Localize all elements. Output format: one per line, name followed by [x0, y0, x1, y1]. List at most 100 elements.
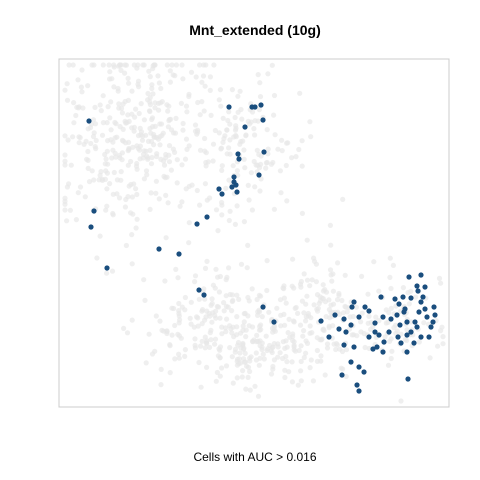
- background-cell-point: [310, 378, 316, 384]
- highlighted-cell-point: [374, 344, 380, 350]
- background-cell-point: [166, 116, 173, 123]
- background-cell-point: [210, 158, 216, 164]
- background-cell-point: [435, 343, 441, 349]
- background-cell-point: [249, 286, 255, 292]
- background-cell-point: [184, 146, 190, 152]
- background-cell-point: [212, 336, 219, 342]
- background-cell-point: [129, 88, 135, 94]
- background-cell-point: [64, 218, 70, 224]
- background-cell-point: [147, 102, 153, 108]
- background-cell-point: [283, 162, 289, 169]
- background-cell-point: [153, 178, 159, 184]
- background-cell-point: [219, 212, 225, 218]
- background-cell-point: [128, 158, 134, 165]
- background-cell-point: [145, 156, 151, 162]
- background-cell-point: [339, 297, 345, 304]
- background-cell-point: [196, 359, 202, 366]
- background-cell-point: [320, 282, 326, 288]
- background-cell-point: [116, 101, 122, 107]
- background-cell-point: [281, 295, 287, 301]
- background-cell-point: [173, 115, 179, 121]
- background-cell-point: [106, 62, 112, 68]
- background-cell-point: [330, 301, 337, 307]
- background-cell-point: [257, 80, 263, 86]
- background-cell-point: [293, 304, 299, 311]
- background-cell-point: [303, 301, 309, 307]
- background-cell-point: [122, 204, 128, 210]
- background-cell-point: [216, 130, 222, 136]
- background-cell-point: [237, 88, 243, 94]
- highlighted-cell-point: [318, 318, 324, 324]
- background-cell-point: [284, 140, 290, 146]
- background-cell-point: [271, 206, 277, 212]
- background-cell-point: [245, 242, 251, 248]
- background-cell-point: [183, 186, 189, 192]
- background-cell-point: [257, 188, 263, 194]
- background-cell-point: [125, 75, 131, 81]
- background-cell-point: [278, 323, 284, 329]
- background-cell-point: [242, 350, 248, 356]
- background-cell-point: [258, 161, 264, 167]
- background-cell-point: [202, 83, 208, 89]
- background-cell-point: [200, 307, 206, 313]
- background-cell-point: [304, 293, 310, 299]
- background-cell-point: [189, 182, 195, 188]
- background-cell-point: [182, 294, 188, 301]
- background-cell-point: [215, 228, 221, 234]
- background-cell-point: [200, 73, 207, 79]
- background-cell-point: [235, 93, 241, 99]
- background-cell-point: [186, 93, 192, 100]
- background-cell-point: [176, 300, 182, 307]
- background-cell-point: [208, 337, 214, 343]
- highlighted-cell-point: [201, 292, 207, 298]
- background-cell-point: [64, 97, 71, 103]
- background-cell-point: [219, 331, 225, 337]
- highlighted-cell-point: [234, 189, 240, 195]
- background-cell-point: [264, 127, 270, 133]
- background-cell-point: [270, 363, 276, 370]
- background-cell-point: [177, 203, 183, 209]
- background-cell-point: [272, 132, 278, 138]
- highlighted-cell-point: [356, 388, 362, 394]
- background-cell-point: [192, 279, 198, 285]
- background-cell-point: [98, 108, 104, 114]
- background-cell-point: [169, 62, 175, 68]
- background-cell-point: [133, 163, 140, 169]
- background-cell-point: [301, 271, 307, 277]
- background-cell-point: [248, 170, 254, 176]
- background-cell-point: [114, 191, 120, 197]
- background-cell-point: [111, 169, 117, 176]
- highlighted-cell-point: [401, 309, 407, 315]
- background-cell-point: [343, 347, 350, 353]
- highlighted-cell-point: [432, 312, 438, 318]
- highlighted-cell-point: [424, 314, 430, 320]
- background-cell-point: [152, 123, 158, 129]
- background-cell-point: [259, 344, 265, 350]
- background-cell-point: [179, 62, 185, 68]
- background-cell-point: [315, 308, 321, 314]
- background-cell-point: [291, 285, 297, 291]
- background-cell-point: [227, 208, 233, 214]
- background-cell-point: [131, 181, 137, 187]
- background-cell-point: [141, 117, 147, 123]
- background-cell-point: [260, 351, 266, 357]
- background-cell-point: [307, 283, 313, 289]
- background-cell-point: [133, 106, 139, 112]
- background-cell-point: [157, 318, 163, 324]
- background-cell-point: [146, 68, 152, 74]
- background-cell-point: [266, 309, 272, 315]
- background-cell-point: [249, 207, 255, 213]
- background-cell-point: [292, 348, 299, 354]
- background-cell-point: [319, 336, 325, 342]
- background-cell-point: [178, 100, 184, 106]
- background-cell-point: [75, 190, 81, 196]
- background-cell-point: [225, 304, 231, 310]
- background-cell-point: [311, 302, 317, 308]
- background-cell-point: [308, 134, 314, 140]
- background-cell-point: [93, 137, 99, 144]
- background-cell-point: [224, 316, 230, 322]
- highlighted-cell-point: [235, 151, 241, 157]
- background-cell-point: [387, 255, 393, 261]
- background-cell-point: [192, 122, 199, 128]
- background-cell-point: [404, 327, 410, 333]
